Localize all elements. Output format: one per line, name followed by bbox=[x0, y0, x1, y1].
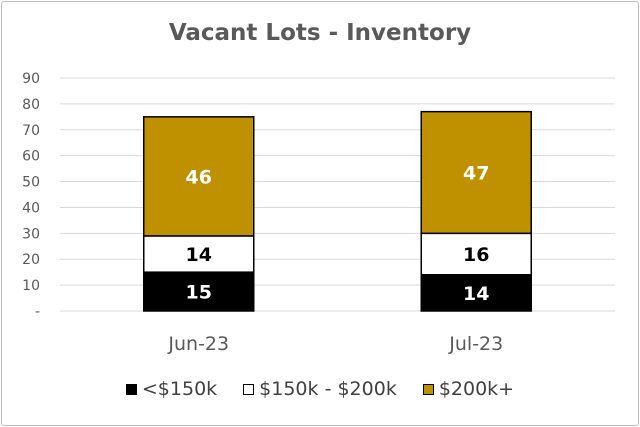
legend-item: $150k - $200k bbox=[243, 378, 397, 400]
chart-legend: <$150k $150k - $200k $200k+ bbox=[0, 378, 640, 400]
y-tick-label: 50 bbox=[22, 175, 40, 191]
y-tick-label: 10 bbox=[22, 278, 40, 294]
data-label: 14 bbox=[186, 244, 212, 266]
bar-segment bbox=[420, 232, 532, 276]
data-label: 47 bbox=[463, 162, 489, 184]
data-label: 46 bbox=[186, 166, 212, 188]
x-tick-label: Jun-23 bbox=[167, 333, 229, 355]
legend-swatch bbox=[422, 383, 434, 395]
legend-swatch bbox=[243, 383, 255, 395]
y-tick-label: 60 bbox=[22, 149, 40, 165]
data-label: 15 bbox=[186, 282, 212, 304]
data-label: 16 bbox=[463, 244, 489, 266]
y-tick-label: 40 bbox=[22, 200, 40, 216]
legend-label: <$150k bbox=[141, 378, 218, 400]
bar-segment bbox=[420, 274, 532, 312]
y-tick-label: 20 bbox=[22, 252, 40, 268]
bar-segment bbox=[143, 271, 255, 312]
data-label: 14 bbox=[463, 283, 489, 305]
legend-swatch bbox=[125, 383, 137, 395]
y-tick-label: - bbox=[35, 304, 40, 320]
legend-label: $200k+ bbox=[438, 378, 515, 400]
x-tick-label: Jul-23 bbox=[448, 333, 503, 355]
bar-segment bbox=[420, 110, 532, 235]
y-tick-label: 90 bbox=[22, 71, 40, 87]
bar-segment bbox=[143, 235, 255, 273]
y-tick-label: 70 bbox=[22, 123, 40, 139]
chart-title: Vacant Lots - Inventory bbox=[168, 20, 472, 46]
legend-label: $150k - $200k bbox=[259, 378, 397, 400]
legend-item: <$150k bbox=[125, 378, 218, 400]
legend-item: $200k+ bbox=[422, 378, 515, 400]
y-tick-label: 30 bbox=[22, 226, 40, 242]
y-tick-label: 80 bbox=[22, 97, 40, 113]
bar-segment bbox=[143, 116, 255, 237]
